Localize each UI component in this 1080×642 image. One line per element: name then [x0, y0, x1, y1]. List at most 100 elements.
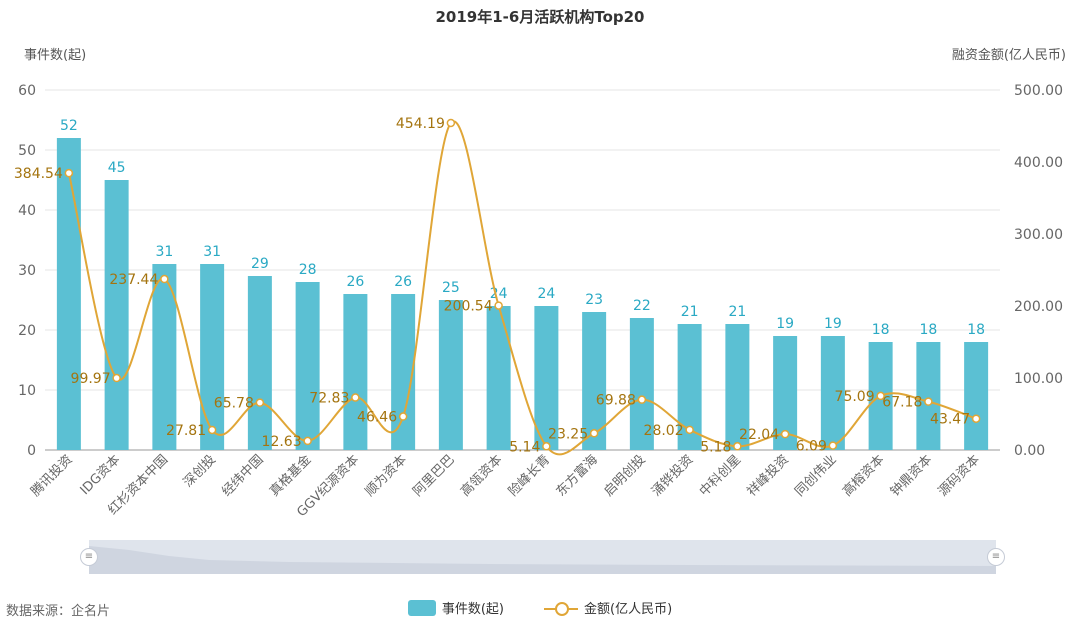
right-axis-tick: 500.00 [1014, 83, 1063, 99]
bar-value-label: 29 [251, 256, 269, 272]
category-label: 涌铧投资 [648, 452, 696, 500]
legend-line-label: 金额(亿人民币) [584, 602, 673, 617]
amount-value-label: 43.47 [930, 412, 970, 428]
right-axis-tick: 300.00 [1014, 227, 1063, 243]
amount-value-label: 5.14 [509, 439, 540, 455]
bar [964, 342, 989, 450]
amount-value-label: 69.88 [596, 393, 636, 409]
amount-value-label: 28.02 [644, 423, 684, 439]
right-axis-tick: 0.00 [1014, 443, 1045, 459]
chart-canvas: 0 10 20 30 40 50 60 0.00 100.00 200.00 300.00 400.0… [14, 83, 1063, 520]
category-label: 钟鼎资本 [887, 452, 935, 500]
amount-value-label: 46.46 [357, 410, 397, 426]
zoom-end-handle-icon[interactable]: ≡ [987, 548, 1005, 566]
right-axis-tick: 400.00 [1014, 155, 1063, 171]
amount-value-label: 384.54 [14, 166, 63, 182]
bar-value-label: 19 [776, 316, 794, 332]
amount-point [685, 425, 694, 435]
amount-point [398, 412, 408, 421]
amount-value-label: 23.25 [548, 426, 588, 442]
amount-point [160, 274, 169, 284]
category-label: 源码资本 [936, 452, 983, 499]
left-axis-tick: 50 [18, 143, 36, 159]
amount-point [542, 442, 551, 451]
bar-value-label: 21 [681, 304, 699, 320]
amount-point [971, 414, 981, 423]
amount-point [494, 301, 503, 310]
amount-point [303, 436, 312, 446]
category-label: IDG资本 [78, 452, 124, 498]
legend-bar-label: 事件数(起) [441, 602, 504, 617]
amount-point [207, 425, 217, 435]
bar-value-label: 26 [394, 274, 412, 290]
zoom-start-handle-icon[interactable]: ≡ [80, 548, 98, 566]
bar-value-label: 23 [585, 292, 603, 308]
amount-point [351, 393, 360, 402]
left-axis-tick: 40 [18, 203, 36, 219]
bar [152, 264, 177, 450]
right-axis-tick: 200.00 [1014, 299, 1063, 315]
amount-value-label: 22.04 [739, 427, 779, 443]
bar [343, 294, 368, 450]
amount-point [255, 398, 265, 407]
amount-point [876, 391, 885, 401]
category-label: 高榕资本 [839, 452, 887, 500]
bar-value-label: 21 [728, 304, 746, 320]
legend-item-line[interactable]: 金额(亿人民币) [544, 598, 672, 617]
bar-value-label: 19 [824, 316, 842, 332]
amount-value-label: 6.09 [796, 439, 827, 455]
amount-point [446, 118, 456, 128]
amount-value-label: 75.09 [835, 389, 875, 405]
bar-value-label: 31 [203, 244, 221, 260]
category-label: 同创伟业 [792, 452, 839, 499]
amount-point [924, 397, 933, 406]
right-axis-tick: 100.00 [1014, 371, 1063, 387]
bar [629, 318, 654, 450]
bar [391, 294, 416, 450]
category-label: 真格基金 [266, 452, 314, 500]
left-axis-tick: 60 [18, 83, 36, 99]
bar [438, 300, 463, 450]
amount-point [112, 373, 121, 383]
amount-point [780, 429, 790, 439]
bar-value-label: 25 [442, 280, 460, 296]
legend-item-bar[interactable]: 事件数(起) [407, 598, 504, 617]
category-label: 顺为资本 [363, 452, 410, 499]
legend-line-swatch-icon [544, 601, 578, 616]
bar-value-label: 22 [633, 298, 651, 314]
bar [916, 342, 941, 450]
bar-value-label: 18 [872, 322, 890, 338]
category-label: 高瓴资本 [457, 452, 505, 500]
data-zoom-preview [89, 546, 996, 574]
amount-value-label: 67.18 [882, 395, 922, 411]
amount-value-label: 454.19 [396, 116, 445, 132]
category-label: 险峰长青 [506, 452, 553, 499]
category-label: 深创投 [180, 452, 219, 491]
bar-value-label: 18 [967, 322, 985, 338]
amount-point [64, 168, 74, 178]
bar-value-label: 26 [346, 274, 364, 290]
amount-point [637, 395, 647, 404]
bar [200, 264, 225, 450]
amount-point [733, 442, 742, 451]
amount-value-label: 27.81 [166, 423, 206, 439]
amount-value-label: 12.63 [262, 434, 302, 450]
amount-point [589, 429, 599, 438]
data-source: 数据来源：企名片 [6, 604, 111, 619]
bar-value-label: 52 [60, 118, 78, 134]
amount-value-label: 65.78 [214, 396, 254, 412]
category-label: 东方富海 [553, 452, 601, 500]
left-axis-tick: 20 [18, 323, 36, 339]
bar [534, 306, 559, 450]
bar [486, 306, 511, 450]
amount-value-label: 72.83 [309, 391, 349, 407]
category-label: 祥峰投资 [744, 452, 792, 500]
category-label: 经纬中国 [219, 452, 266, 499]
legend-bar-swatch-icon [407, 599, 436, 616]
category-label: 阿里巴巴 [410, 452, 457, 499]
bar [247, 276, 272, 450]
amount-value-label: 5.18 [700, 439, 731, 455]
amount-point [828, 441, 838, 450]
amount-value-label: 99.97 [71, 371, 111, 387]
bar [725, 324, 750, 450]
